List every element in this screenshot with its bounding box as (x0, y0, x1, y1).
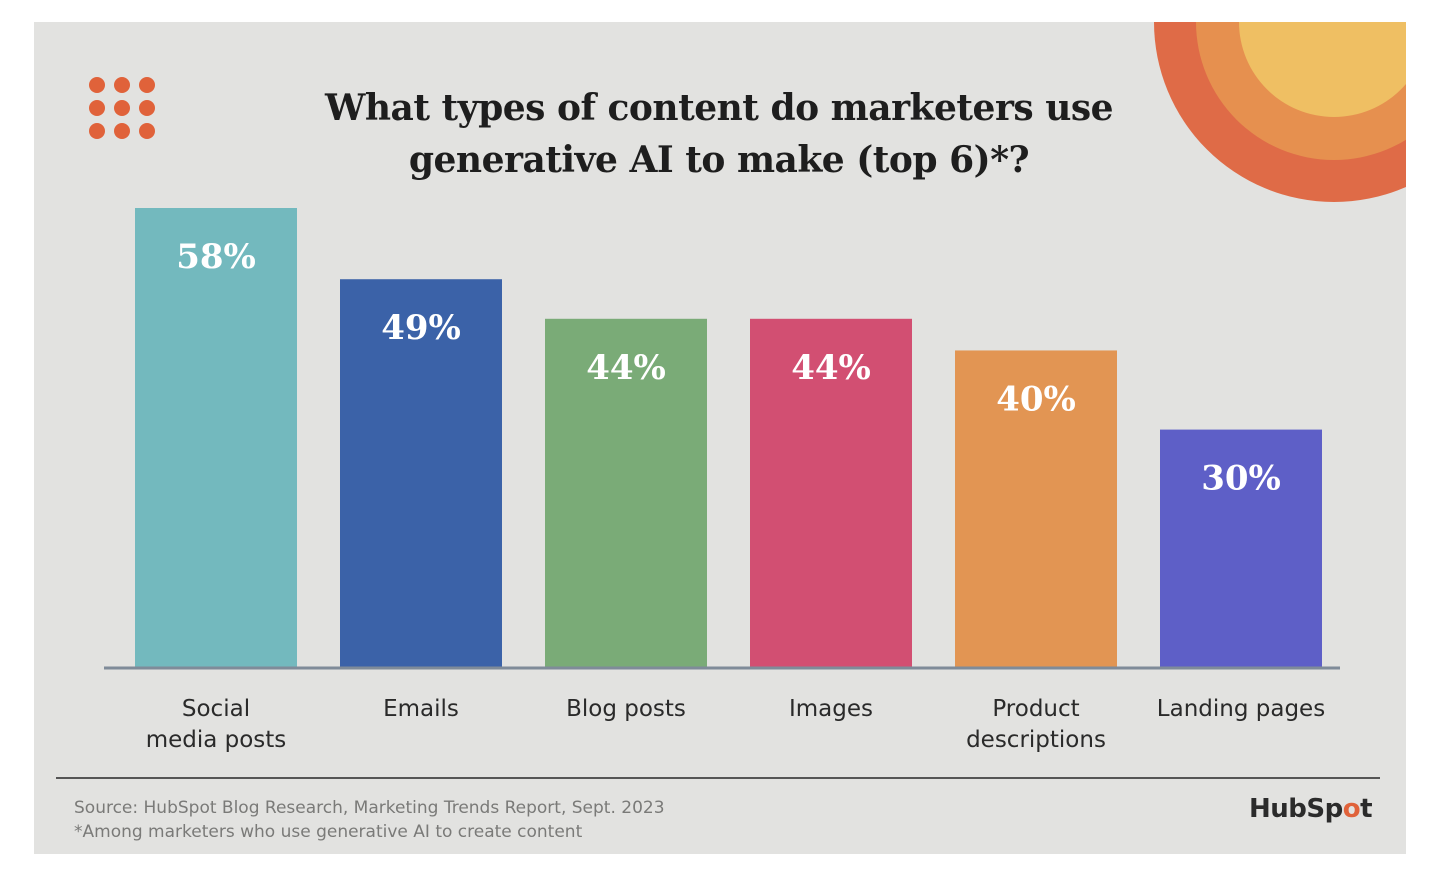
sunburst-decoration (1154, 22, 1406, 202)
logo-text-1: HubSp (1249, 794, 1343, 824)
source-note: Source: HubSpot Blog Research, Marketing… (74, 798, 665, 818)
chart-card: What types of content do marketers use g… (34, 22, 1406, 854)
value-label-5: 30% (1201, 459, 1281, 499)
bar-5 (1160, 429, 1322, 667)
value-label-2: 44% (586, 348, 666, 388)
category-label-0: Social media posts (146, 696, 287, 753)
dot-grid-icon (89, 77, 155, 139)
bar-chart: 58% Social media posts 49% Emails 44% Blog pos… (104, 208, 1340, 753)
value-label-4: 40% (996, 379, 1076, 419)
category-label-3: Images (789, 696, 873, 722)
footnote: *Among marketers who use generative AI t… (74, 822, 583, 842)
value-label-0: 58% (176, 237, 256, 277)
value-label-3: 44% (791, 348, 871, 388)
chart-title: What types of content do marketers use g… (234, 82, 1204, 186)
bar-3 (750, 318, 912, 667)
hubspot-logo: HubSpot (1249, 794, 1373, 824)
category-label-4: Product descriptions (966, 696, 1106, 753)
title-line-1: What types of content do marketers use (324, 87, 1114, 129)
bar-2 (545, 318, 707, 667)
hubspot-sprocket-icon: o (1342, 794, 1361, 824)
bar-4 (955, 350, 1117, 667)
footer-divider (56, 777, 1380, 779)
logo-text-2: t (1360, 794, 1373, 824)
title-line-2: generative AI to make (top 6)*? (408, 139, 1030, 181)
category-label-2: Blog posts (566, 696, 686, 722)
value-label-1: 49% (381, 308, 461, 348)
category-label-5: Landing pages (1157, 696, 1325, 722)
bar-1 (340, 279, 502, 667)
category-label-1: Emails (383, 696, 459, 722)
bar-0 (135, 208, 297, 667)
